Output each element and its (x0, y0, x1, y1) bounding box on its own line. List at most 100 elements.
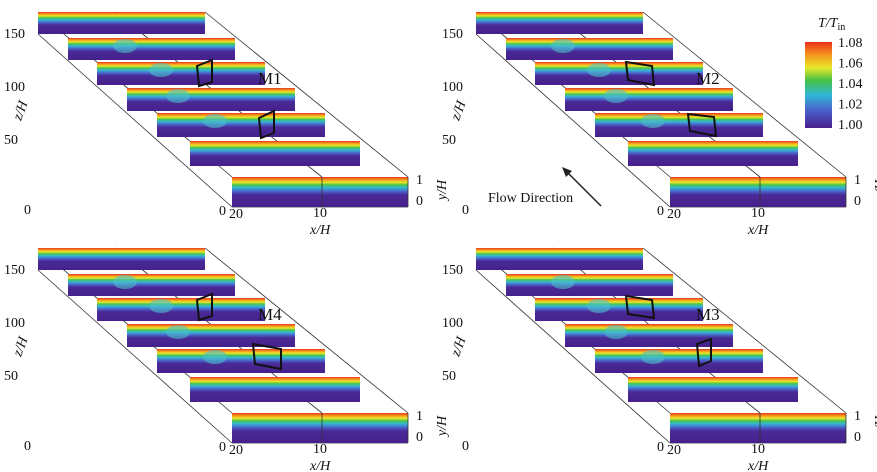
x-tick-label: 0 (657, 204, 664, 219)
temperature-slice (535, 298, 703, 321)
z-tick-label: 100 (4, 316, 25, 331)
z-axis-label: z/H (10, 334, 31, 359)
panel-label: M4 (258, 305, 282, 324)
temperature-slice (670, 413, 846, 443)
temperature-slice (476, 12, 643, 34)
x-tick-label: 0 (219, 204, 226, 219)
temperature-slice (232, 177, 408, 207)
temperature-slice (190, 377, 360, 402)
x-tick-label: 20 (229, 207, 243, 222)
hot-spot (113, 39, 137, 53)
temperature-slice (628, 141, 798, 166)
y-tick-label: 0 (416, 194, 423, 209)
x-tick-label: 0 (219, 440, 226, 455)
x-axis-label: x/H (747, 459, 769, 472)
temperature-slice (476, 248, 643, 270)
z-tick-label: 150 (442, 263, 463, 278)
x-tick-label: 0 (657, 440, 664, 455)
hot-spot (551, 39, 575, 53)
panel-label: M3 (696, 305, 720, 324)
x-tick-label: 10 (313, 442, 327, 457)
colorbar-tick-label: 1.02 (838, 98, 863, 113)
temperature-slice (232, 413, 408, 443)
y-axis-label: y/H (873, 415, 877, 438)
z-axis-label: z/H (448, 334, 469, 359)
x-tick-label: 20 (667, 443, 681, 458)
temperature-slice (595, 113, 763, 137)
y-axis-label: y/H (873, 179, 877, 202)
panel-label: M1 (258, 69, 282, 88)
temperature-slice (565, 88, 733, 111)
z-tick-label: 0 (462, 203, 469, 218)
x-axis-label: x/H (309, 223, 331, 238)
temperature-slice (97, 62, 265, 85)
z-tick-label: 50 (4, 369, 18, 384)
y-axis-label: y/H (435, 179, 450, 202)
temperature-slice (97, 298, 265, 321)
hot-spot (203, 114, 227, 128)
colorbar-title: T/Tin (818, 16, 845, 33)
hot-spot (587, 299, 611, 313)
y-tick-label: 0 (416, 430, 423, 445)
temperature-slice (670, 177, 846, 207)
panel-label: M2 (696, 69, 720, 88)
hot-spot (149, 63, 173, 77)
x-axis-label: x/H (309, 459, 331, 472)
y-tick-label: 1 (854, 409, 861, 424)
y-tick-label: 1 (854, 173, 861, 188)
temperature-slice (38, 12, 205, 34)
temperature-slice (127, 88, 295, 111)
z-axis-label: z/H (10, 98, 31, 123)
colorbar (805, 42, 832, 128)
temperature-slice (38, 248, 205, 270)
hot-spot (203, 350, 227, 364)
z-tick-label: 100 (442, 316, 463, 331)
z-tick-label: 100 (442, 80, 463, 95)
hot-spot (587, 63, 611, 77)
temperature-slice (127, 324, 295, 347)
temperature-slice (595, 349, 763, 373)
z-tick-label: 100 (4, 80, 25, 95)
y-axis-label: y/H (435, 415, 450, 438)
temperature-slice (506, 38, 673, 60)
hot-spot (604, 89, 628, 103)
colorbar-tick-label: 1.04 (838, 77, 863, 92)
colorbar-tick-label: 1.08 (838, 36, 863, 51)
temperature-slice (157, 349, 325, 373)
x-tick-label: 20 (667, 207, 681, 222)
temperature-slice (190, 141, 360, 166)
z-tick-label: 50 (442, 133, 456, 148)
y-tick-label: 1 (416, 409, 423, 424)
temperature-slice (565, 324, 733, 347)
temperature-slice (628, 377, 798, 402)
colorbar-tick-label: 1.00 (838, 118, 863, 133)
z-tick-label: 150 (4, 27, 25, 42)
z-tick-label: 0 (24, 203, 31, 218)
z-tick-label: 50 (4, 133, 18, 148)
z-tick-label: 150 (442, 27, 463, 42)
x-tick-label: 20 (229, 443, 243, 458)
hot-spot (166, 89, 190, 103)
z-tick-label: 0 (462, 439, 469, 454)
z-axis-label: z/H (448, 98, 469, 123)
x-tick-label: 10 (313, 206, 327, 221)
y-tick-label: 0 (854, 194, 861, 209)
temperature-slice (68, 274, 235, 296)
hot-spot (641, 350, 665, 364)
z-tick-label: 0 (24, 439, 31, 454)
y-tick-label: 1 (416, 173, 423, 188)
colorbar-tick-label: 1.06 (838, 57, 863, 72)
temperature-slice (506, 274, 673, 296)
hot-spot (641, 114, 665, 128)
hot-spot (166, 325, 190, 339)
x-axis-label: x/H (747, 223, 769, 238)
hot-spot (551, 275, 575, 289)
figure: 150100500z/H20100x/H10y/HM1150100500z/H2… (0, 0, 877, 472)
hot-spot (149, 299, 173, 313)
z-tick-label: 150 (4, 263, 25, 278)
temperature-slice (157, 113, 325, 137)
